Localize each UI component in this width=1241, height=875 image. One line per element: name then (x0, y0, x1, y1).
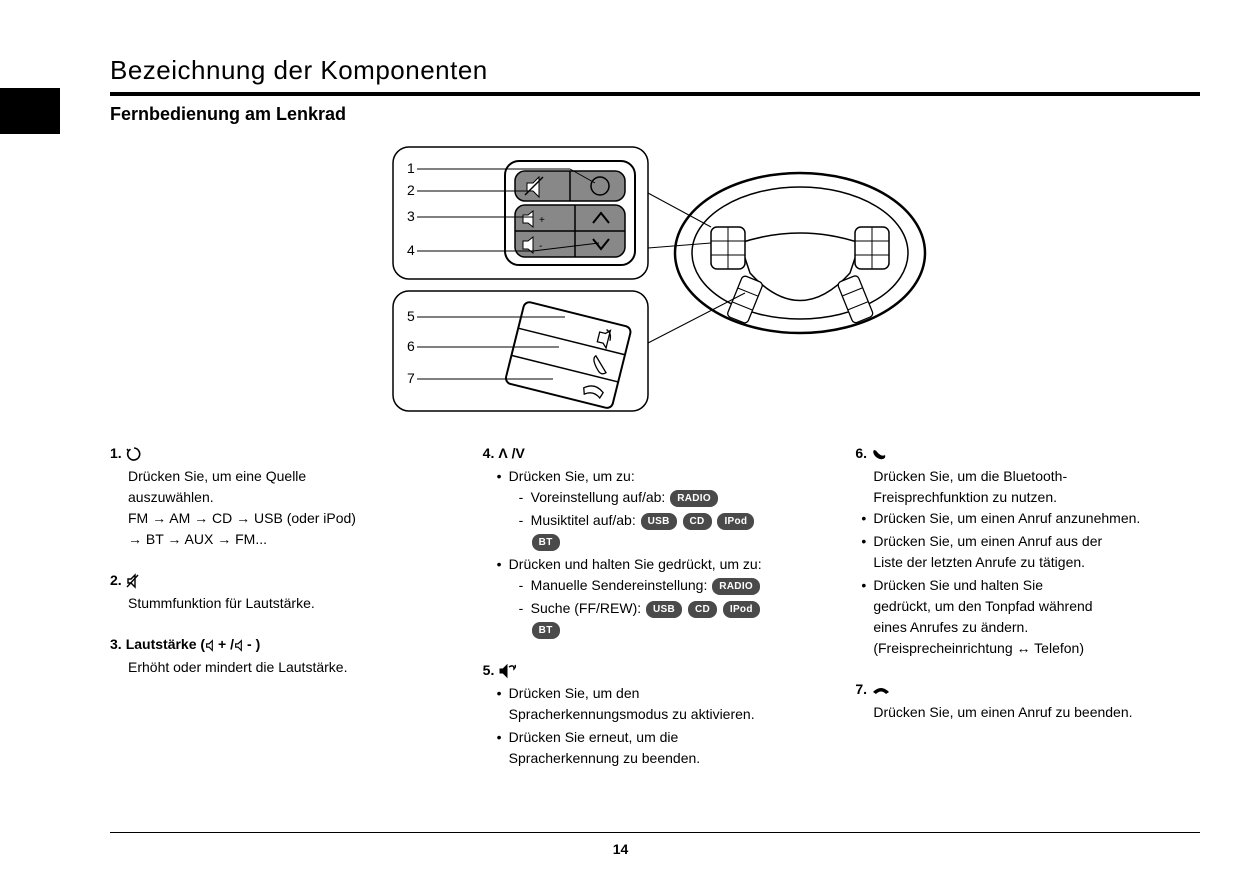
item-3: 3. Lautstärke (+ /- ) Erhöht oder minder… (110, 634, 455, 678)
description-columns: 1. Drücken Sie, um eine Quelle auszuwähl… (110, 443, 1200, 789)
badge-usb: USB (641, 513, 677, 530)
badge-ipod: IPod (717, 513, 754, 530)
item-1-line2: auszuwählen. (128, 487, 455, 508)
item-3-number: 3. (110, 634, 122, 655)
callout-1: 1 (407, 160, 415, 176)
item-7: 7. Drücken Sie, um einen Anruf zu beende… (855, 679, 1200, 723)
item-4: 4. Λ /V Drücken Sie, um zu: Voreinstellu… (483, 443, 828, 640)
mode-cycle-icon (126, 446, 142, 462)
item-1-number: 1. (110, 443, 122, 464)
item-6-b3: Drücken Sie und halten Sie gedrückt, um … (861, 575, 1200, 659)
item-2: 2. Stummfunktion für Lautstärke. (110, 570, 455, 614)
item-5-b2: Drücken Sie erneut, um dieSpracherkennun… (497, 727, 828, 769)
item-1-seq2: → BT → AUX → FM... (128, 529, 455, 550)
item-5-b1: Drücken Sie, um denSpracherkennungsmodus… (497, 683, 828, 725)
badge-radio: RADIO (670, 490, 718, 507)
item-1-seq1: FM → AM → CD → USB (oder iPod) (128, 508, 455, 529)
section-title: Fernbedienung am Lenkrad (110, 104, 1200, 125)
badge-cd2: CD (688, 601, 717, 618)
column-3: 6. Drücken Sie, um die Bluetooth- Freisp… (855, 443, 1200, 789)
item-6-l1: Drücken Sie, um die Bluetooth- (873, 466, 1200, 487)
item-7-number: 7. (855, 679, 867, 700)
item-4-b1-d1: Voreinstellung auf/ab: RADIO (519, 487, 828, 508)
callout-6: 6 (407, 338, 415, 354)
item-4-bullet2: Drücken und halten Sie gedrückt, um zu: … (497, 554, 828, 640)
item-6-b1: Drücken Sie, um einen Anruf anzunehmen. (861, 508, 1200, 529)
title-rule (110, 92, 1200, 96)
footer-rule (110, 832, 1200, 833)
callout-4: 4 (407, 242, 415, 258)
badge-bt: BT (532, 534, 560, 551)
steering-diagram: + - 1 2 3 4 (110, 143, 1200, 423)
item-4-b1-d2: Musiktitel auf/ab: USB CD IPod BT (519, 510, 828, 552)
badge-cd: CD (683, 513, 712, 530)
item-6-number: 6. (855, 443, 867, 464)
item-4-number: 4. (483, 443, 495, 464)
item-5-number: 5. (483, 660, 495, 681)
item-6: 6. Drücken Sie, um die Bluetooth- Freisp… (855, 443, 1200, 659)
item-6-b2: Drücken Sie, um einen Anruf aus derListe… (861, 531, 1200, 573)
item-4-symbol: Λ /V (498, 443, 524, 464)
column-1: 1. Drücken Sie, um eine Quelle auszuwähl… (110, 443, 455, 789)
callout-7: 7 (407, 370, 415, 386)
item-4-bullet1: Drücken Sie, um zu: Voreinstellung auf/a… (497, 466, 828, 552)
item-4-b2-d1: Manuelle Sendereinstellung: RADIO (519, 575, 828, 596)
item-1: 1. Drücken Sie, um eine Quelle auszuwähl… (110, 443, 455, 550)
item-1-line1: Drücken Sie, um eine Quelle (128, 466, 455, 487)
manual-page: Bezeichnung der Komponenten Fernbedienun… (40, 0, 1200, 789)
callout-3: 3 (407, 208, 415, 224)
item-2-number: 2. (110, 570, 122, 591)
item-7-l1: Drücken Sie, um einen Anruf zu beenden. (873, 702, 1200, 723)
item-6-l2: Freisprechfunktion zu nutzen. (873, 487, 1200, 508)
phone-end-icon (871, 684, 891, 696)
page-number: 14 (0, 841, 1241, 857)
chapter-title: Bezeichnung der Komponenten (110, 55, 1200, 86)
badge-bt2: BT (532, 622, 560, 639)
mute-icon (126, 573, 142, 589)
speaker-plus-icon (205, 639, 218, 652)
item-3-line1: Erhöht oder mindert die Lautstärke. (128, 657, 455, 678)
callout-2: 2 (407, 182, 415, 198)
speaker-minus-icon (234, 639, 247, 652)
phone-call-icon (871, 447, 889, 461)
callout-5: 5 (407, 308, 415, 324)
item-4-b2-d2: Suche (FF/REW): USB CD IPod BT (519, 598, 828, 640)
badge-radio2: RADIO (712, 578, 760, 595)
badge-usb2: USB (646, 601, 682, 618)
voice-icon (498, 663, 518, 679)
item-2-line1: Stummfunktion für Lautstärke. (128, 593, 455, 614)
svg-text:+: + (539, 215, 545, 226)
badge-ipod2: IPod (723, 601, 760, 618)
item-5: 5. Drücken Sie, um denSpracherkennungsmo… (483, 660, 828, 769)
column-2: 4. Λ /V Drücken Sie, um zu: Voreinstellu… (483, 443, 828, 789)
